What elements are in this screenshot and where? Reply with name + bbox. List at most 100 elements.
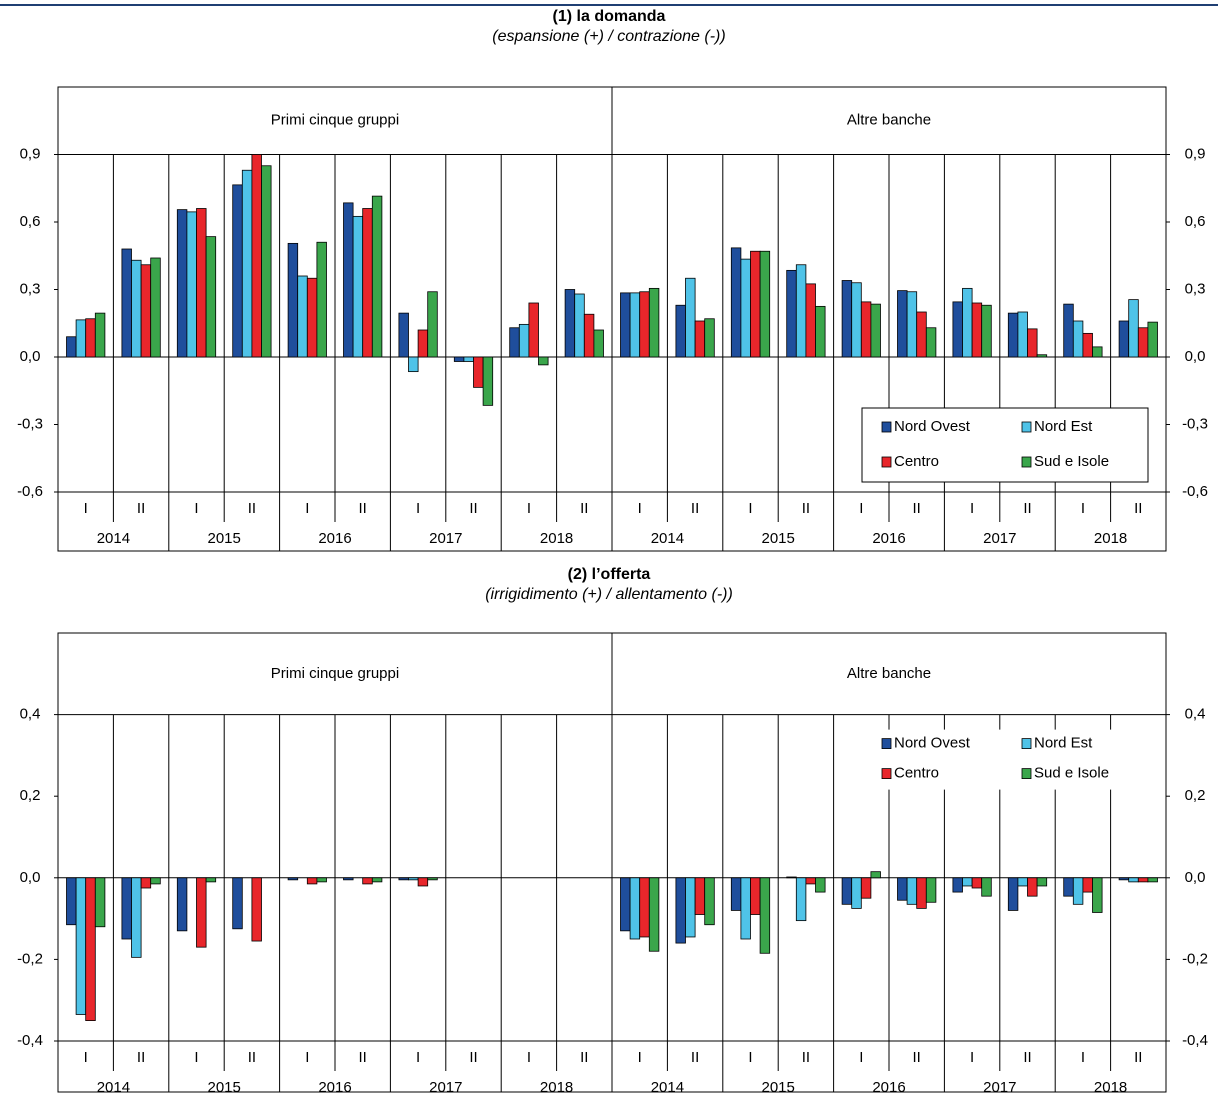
bar bbox=[805, 283, 816, 358]
bar bbox=[1137, 877, 1149, 883]
y2-tick-label: 0,0 bbox=[1185, 869, 1206, 886]
bar bbox=[196, 877, 207, 948]
bar bbox=[583, 313, 595, 358]
bar bbox=[952, 877, 963, 893]
bar bbox=[482, 356, 494, 406]
panel-label: Altre banche bbox=[847, 665, 931, 682]
bar bbox=[316, 241, 327, 358]
bar bbox=[538, 356, 549, 366]
legend-swatch bbox=[1021, 421, 1032, 433]
bar bbox=[232, 184, 243, 358]
y2-tick-label: -0,6 bbox=[1182, 483, 1208, 500]
bar bbox=[870, 303, 881, 358]
legend-swatch bbox=[881, 738, 892, 749]
x-tick-label: I bbox=[748, 500, 752, 517]
chart-title: (1) la domanda bbox=[553, 8, 666, 25]
bar bbox=[564, 289, 576, 358]
bar bbox=[1118, 320, 1130, 358]
x-tick-label: II bbox=[1023, 1049, 1031, 1066]
legend-swatch bbox=[1021, 738, 1032, 749]
bar bbox=[1082, 877, 1093, 893]
x-tick-label: II bbox=[691, 500, 699, 517]
x-tick-label: II bbox=[248, 1049, 256, 1066]
bar bbox=[251, 877, 262, 942]
bar bbox=[131, 259, 142, 358]
bar bbox=[740, 877, 751, 940]
bar bbox=[1128, 299, 1139, 358]
bar bbox=[287, 242, 299, 358]
bar bbox=[463, 356, 474, 362]
x-tick-label: I bbox=[638, 1049, 642, 1066]
year-label: 2017 bbox=[429, 1079, 462, 1093]
bar bbox=[795, 264, 807, 358]
bar bbox=[343, 202, 354, 358]
x-tick-label: II bbox=[1134, 1049, 1142, 1066]
bar bbox=[841, 877, 853, 905]
bar bbox=[408, 877, 419, 881]
x-tick-label: II bbox=[469, 1049, 477, 1066]
bar bbox=[362, 208, 373, 358]
bar bbox=[241, 169, 253, 358]
bar bbox=[66, 877, 77, 926]
bar bbox=[343, 877, 354, 881]
x-tick-label: I bbox=[638, 500, 642, 517]
bar bbox=[704, 318, 715, 358]
bar bbox=[196, 208, 207, 358]
bar bbox=[261, 165, 272, 358]
y2-tick-label: 0,6 bbox=[1185, 213, 1206, 230]
x-tick-label: I bbox=[194, 1049, 198, 1066]
x-tick-label: II bbox=[1134, 500, 1142, 517]
bar bbox=[971, 877, 983, 889]
bar bbox=[574, 293, 585, 358]
bar bbox=[620, 292, 631, 358]
bar bbox=[140, 877, 152, 889]
y-tick-label: 0,0 bbox=[20, 869, 41, 886]
bar bbox=[730, 247, 742, 358]
legend-label: Nord Ovest bbox=[894, 735, 971, 752]
year-label: 2018 bbox=[1094, 1079, 1127, 1093]
bar bbox=[1072, 877, 1084, 905]
bar bbox=[740, 258, 751, 358]
bar bbox=[1017, 311, 1028, 358]
bar bbox=[593, 329, 604, 358]
y-tick-label: 0,0 bbox=[20, 348, 41, 365]
x-tick-label: I bbox=[305, 500, 309, 517]
y2-tick-label: 0,0 bbox=[1185, 348, 1206, 365]
bar bbox=[251, 154, 262, 358]
legend-label: Nord Est bbox=[1034, 735, 1093, 752]
bar bbox=[620, 877, 631, 932]
x-tick-label: I bbox=[748, 1049, 752, 1066]
bar bbox=[1017, 877, 1028, 887]
bar bbox=[1036, 877, 1048, 887]
x-tick-label: I bbox=[1081, 1049, 1085, 1066]
x-tick-label: II bbox=[137, 500, 145, 517]
bar bbox=[453, 356, 465, 362]
bar bbox=[1007, 312, 1019, 358]
year-label: 2014 bbox=[97, 1079, 130, 1093]
bar bbox=[981, 877, 992, 897]
bar bbox=[186, 211, 197, 358]
year-label: 2018 bbox=[540, 530, 573, 547]
year-label: 2015 bbox=[208, 530, 241, 547]
bar bbox=[730, 877, 742, 911]
bar bbox=[897, 290, 908, 358]
x-tick-label: II bbox=[1023, 500, 1031, 517]
bar bbox=[962, 877, 973, 887]
bar bbox=[408, 356, 419, 373]
x-tick-label: II bbox=[691, 1049, 699, 1066]
x-tick-label: II bbox=[469, 500, 477, 517]
x-tick-label: I bbox=[970, 1049, 974, 1066]
bar bbox=[639, 291, 650, 358]
legend-box bbox=[862, 729, 1148, 790]
bar bbox=[750, 877, 761, 915]
bar bbox=[870, 871, 881, 879]
year-label: 2018 bbox=[1094, 530, 1127, 547]
x-tick-label: II bbox=[359, 500, 367, 517]
x-tick-label: I bbox=[970, 500, 974, 517]
y2-tick-label: -0,3 bbox=[1182, 415, 1208, 432]
bar bbox=[176, 209, 188, 358]
year-label: 2017 bbox=[983, 1079, 1016, 1093]
bar bbox=[427, 877, 438, 881]
year-label: 2015 bbox=[762, 1079, 795, 1093]
bar bbox=[759, 877, 771, 954]
